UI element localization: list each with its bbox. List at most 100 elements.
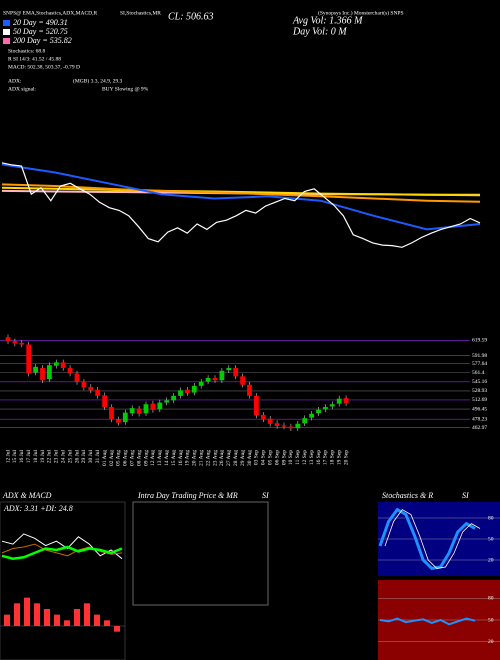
adx-vals: (MGB) 3.3, 24.9, 29.3 (73, 77, 122, 84)
adx-line (1, 533, 123, 560)
x-tick-label: 12 Aug (150, 450, 156, 466)
candle-body (122, 412, 128, 423)
candle-body (274, 423, 280, 427)
candle-body (88, 386, 94, 391)
x-tick-label: 16 Jul (19, 450, 25, 464)
candle-body (102, 395, 107, 408)
x-tick-label: 04 Sep (261, 450, 267, 465)
x-tick-label: 28 Aug (233, 450, 239, 466)
ma50-swatch (3, 29, 10, 35)
macd-bar (4, 614, 10, 626)
macd-bar (34, 603, 40, 626)
close-label: CL: 506.63 (168, 11, 214, 22)
candle-body (74, 373, 80, 382)
x-tick-label: 03 Sep (254, 450, 260, 465)
y-tick-label: 577.64 (472, 361, 487, 367)
x-tick-label: 13 Aug (157, 450, 163, 466)
candle-body (40, 367, 45, 381)
x-tick-label: 15 Aug (171, 450, 177, 466)
stoch-title2: SI (462, 491, 469, 500)
x-tick-label: 12 Sep (302, 450, 308, 465)
candle-body (116, 419, 121, 423)
candle-body (12, 341, 18, 344)
candle-body (343, 398, 349, 404)
candle-body (316, 409, 321, 414)
stoch-text: Stochastics: 68.8 (8, 48, 46, 54)
candle-body (323, 407, 328, 410)
x-tick-label: 17 Sep (323, 450, 329, 465)
x-tick-label: 23 Aug (212, 450, 218, 466)
macd-bar (14, 603, 20, 626)
ma20-swatch (3, 20, 10, 26)
x-tick-label: 14 Aug (164, 450, 170, 466)
avg-vol: Avg Vol: 1.366 M (292, 15, 363, 26)
stoch-line (378, 507, 476, 571)
x-tick-label: 20 Sep (343, 450, 349, 465)
candle-body (178, 390, 183, 396)
macd-bar (24, 597, 30, 626)
x-tick-label: 26 Aug (219, 450, 225, 466)
y-tick-label: 462.97 (472, 425, 487, 431)
x-tick-label: 16 Aug (178, 450, 184, 466)
y-tick-label: 496.45 (472, 406, 487, 412)
macd-bar (94, 614, 100, 626)
macd-bar (54, 614, 60, 626)
y-tick-label: 512.69 (472, 397, 487, 403)
candle-body (53, 362, 59, 366)
macd-bar (104, 620, 110, 626)
candle-body (60, 362, 66, 368)
stoch-title: Stochastics & R (382, 491, 433, 500)
adx-label: ADX: 3.31 +DI: 24.8 (3, 504, 73, 513)
candle-body (254, 395, 259, 416)
adx-line (1, 545, 123, 560)
candle-body (247, 384, 252, 396)
candle-body (267, 418, 273, 424)
candle-body (67, 367, 73, 374)
candle-body (164, 400, 170, 403)
candle-body (95, 389, 101, 396)
x-tick-label: 16 Sep (316, 450, 322, 465)
x-tick-label: 30 Aug (247, 450, 253, 466)
x-tick-label: 05 Sep (267, 450, 273, 465)
x-tick-label: 18 Jul (33, 450, 39, 464)
x-tick-label: 07 Aug (129, 450, 135, 466)
adx-title: ADX & MACD (2, 491, 52, 500)
candle-body (185, 389, 190, 394)
candle-body (288, 426, 294, 429)
candle-body (329, 404, 335, 407)
y-tick-label: 528.93 (472, 388, 487, 394)
rsi-tick-label: 80 (488, 596, 494, 602)
x-tick-label: 05 Aug (116, 450, 122, 466)
x-tick-label: 11 Sep (295, 450, 301, 465)
adx-signal-label: ADX signal: (8, 86, 36, 92)
candle-body (309, 413, 314, 418)
x-tick-label: 17 Jul (26, 450, 32, 464)
x-tick-label: 29 Jul (81, 450, 87, 464)
y-tick-label: 619.59 (472, 338, 487, 344)
intraday-title: Intra Day Trading Price & MR (137, 491, 238, 500)
company: (Synopsys Inc.) Monsterchart(s) SNPS (318, 9, 404, 16)
candle-body (47, 365, 52, 380)
candle-body (219, 370, 225, 381)
candle-body (81, 381, 87, 388)
y-tick-label: 591.98 (472, 353, 487, 359)
x-tick-label: 22 Aug (205, 450, 211, 466)
x-tick-label: 22 Jul (47, 450, 53, 464)
candle-body (109, 407, 114, 420)
macd-bar (114, 626, 120, 632)
x-tick-label: 06 Sep (274, 450, 280, 465)
x-tick-label: 31 Jul (95, 450, 101, 464)
candle-body (212, 378, 218, 381)
stoch-tick-label: 50 (488, 536, 494, 542)
candle-body (198, 381, 204, 386)
x-tick-label: 18 Sep (330, 450, 336, 465)
adx-line (1, 543, 123, 557)
x-tick-label: 23 Jul (54, 450, 60, 464)
macd-bar (74, 609, 80, 626)
x-tick-label: 10 Sep (288, 450, 294, 465)
macd-bar (84, 603, 90, 626)
ma200: 200 Day = 535.82 (13, 36, 72, 45)
adx-signal: BUY Slowing @ 9% (102, 86, 149, 92)
x-tick-label: 02 Aug (109, 450, 115, 466)
y-tick-label: 478.23 (472, 416, 487, 422)
